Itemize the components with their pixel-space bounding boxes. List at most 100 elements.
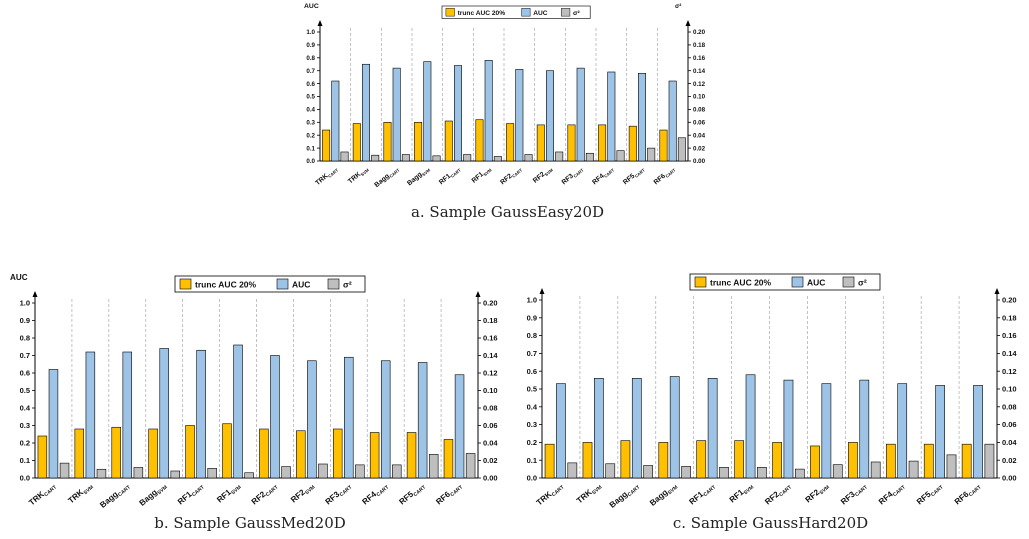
legend-swatch-trunc-auc — [179, 278, 192, 290]
bar-variance — [567, 462, 578, 479]
bar-trunc-auc — [961, 443, 972, 479]
bar-auc — [546, 70, 554, 162]
y-axis-label-left: AUC — [10, 273, 28, 282]
legend-swatch-trunc-auc — [445, 8, 455, 17]
x-tick-label: RF2CART — [499, 165, 523, 187]
y-tick-label-left: 0.4 — [527, 402, 538, 411]
bar-auc — [233, 344, 243, 479]
legend-swatch-auc — [791, 276, 804, 288]
x-tick-label: RF2SVM — [804, 481, 831, 506]
y-tick-label-right: 0.00 — [693, 158, 706, 165]
y-tick-label-right: 0.10 — [483, 386, 498, 395]
legend-swatch-variance — [327, 278, 340, 290]
bar-auc — [668, 80, 677, 162]
bar-trunc-auc — [414, 122, 423, 162]
bar-auc — [821, 383, 832, 479]
y-tick-label-left: 0.0 — [306, 158, 315, 165]
bar-trunc-auc — [734, 440, 745, 479]
bar-trunc-auc — [598, 124, 607, 162]
bar-auc — [556, 383, 566, 479]
y-tick-label-right: 0.00 — [483, 474, 498, 483]
x-tick-label: RF5CART — [915, 480, 945, 508]
y-tick-label-left: 0.7 — [527, 349, 537, 358]
bar-trunc-auc — [148, 428, 158, 479]
bar-variance — [719, 467, 729, 479]
bar-variance — [984, 443, 995, 479]
bar-trunc-auc — [222, 423, 232, 479]
bar-variance — [401, 154, 410, 162]
legend: trunc AUC 20% AUC σ² — [689, 273, 881, 291]
bar-variance — [465, 453, 476, 479]
legend-box — [689, 273, 881, 291]
bar-trunc-auc — [810, 445, 820, 479]
bar-trunc-auc — [658, 442, 669, 479]
y-tick-label-right: 0.02 — [693, 145, 706, 152]
y-tick-label-left: 0.8 — [306, 55, 315, 62]
bar-trunc-auc — [296, 430, 306, 479]
bar-variance — [870, 461, 881, 479]
bar-variance — [832, 464, 843, 479]
bar-trunc-auc — [659, 129, 668, 162]
bar-trunc-auc — [444, 120, 453, 162]
bar-trunc-auc — [696, 440, 707, 479]
x-tick-label: RF3CART — [839, 480, 869, 508]
chart-panel-b: 0.0 0.1 0.2 0.3 0.4 0.5 0.6 0.7 0.8 0.9 1.0 0.00 0.0… — [0, 268, 500, 539]
bar-trunc-auc — [37, 435, 48, 479]
chart-b: 0.0 0.1 0.2 0.3 0.4 0.5 0.6 0.7 0.8 0.9 1.0 0.00 0.0… — [10, 273, 498, 510]
legend-swatch-variance — [561, 8, 571, 17]
bar-trunc-auc — [582, 442, 593, 479]
caption-a: a. Sample GaussEasy20D — [410, 203, 605, 221]
bar-auc — [935, 385, 945, 479]
bar-trunc-auc — [383, 122, 392, 162]
bar-trunc-auc — [885, 443, 896, 479]
legend-swatch-trunc-auc — [694, 276, 707, 288]
y-tick-label-left: 1.0 — [527, 296, 537, 305]
x-tick-label: RF5CART — [397, 480, 427, 508]
x-tick-label: BaggCART — [608, 480, 642, 511]
bar-auc — [454, 65, 462, 162]
chart-panel-a: 0.0 0.1 0.2 0.3 0.4 0.5 0.6 0.7 0.8 0.9 1.0 0.00 0.0… — [290, 0, 725, 235]
y-tick-label-left: 0.2 — [306, 132, 315, 139]
bar-variance — [677, 137, 686, 162]
bar-trunc-auc — [332, 428, 343, 479]
bar-variance — [616, 150, 625, 162]
legend-label: trunc AUC 20% — [710, 278, 772, 288]
bar-trunc-auc — [628, 125, 637, 162]
x-tick-label: BaggSVM — [138, 481, 169, 510]
bar-trunc-auc — [923, 443, 934, 479]
y-tick-label-right: 0.10 — [693, 94, 706, 101]
bar-auc — [85, 351, 96, 479]
x-tick-label: BaggCART — [373, 165, 400, 190]
y-tick-label-left: 0.4 — [20, 404, 31, 413]
legend-label: trunc AUC 20% — [195, 280, 257, 290]
bar-auc — [344, 356, 354, 479]
y-tick-label-left: 0.9 — [527, 313, 537, 322]
y-tick-label-right: 0.18 — [693, 42, 706, 49]
y-tick-label-left: 1.0 — [306, 29, 315, 36]
bar-auc — [159, 348, 169, 479]
x-tick-label: BaggSVM — [648, 481, 679, 510]
y-tick-label-right: 0.14 — [693, 68, 706, 75]
legend-label: AUC — [807, 278, 825, 288]
y-tick-label-right: 0.02 — [1002, 456, 1017, 465]
bar-variance — [340, 151, 349, 162]
bar-trunc-auc — [772, 442, 782, 479]
bar-variance — [244, 472, 254, 479]
bar-variance — [371, 154, 380, 162]
y-tick-label-right: 0.20 — [1002, 296, 1017, 305]
chart-c: 0.0 0.1 0.2 0.3 0.4 0.5 0.6 0.7 0.8 0.9 1.0 0.00 0.0… — [527, 273, 1017, 511]
bar-auc — [331, 80, 340, 162]
x-tick-label: RF2CART — [763, 480, 793, 508]
x-tick-label: RF1CART — [438, 165, 462, 187]
bar-auc — [515, 69, 524, 162]
legend-swatch-variance — [842, 276, 855, 288]
legend-box — [441, 5, 591, 19]
bar-trunc-auc — [185, 425, 195, 479]
bar-variance — [585, 152, 594, 162]
bar-variance — [643, 465, 654, 479]
x-tick-label: RF3CART — [561, 165, 585, 187]
y-tick-label-right: 0.06 — [693, 119, 706, 126]
y-tick-label-right: 0.18 — [483, 316, 498, 325]
y-tick-label-right: 0.20 — [483, 299, 498, 308]
bar-trunc-auc — [567, 124, 576, 162]
